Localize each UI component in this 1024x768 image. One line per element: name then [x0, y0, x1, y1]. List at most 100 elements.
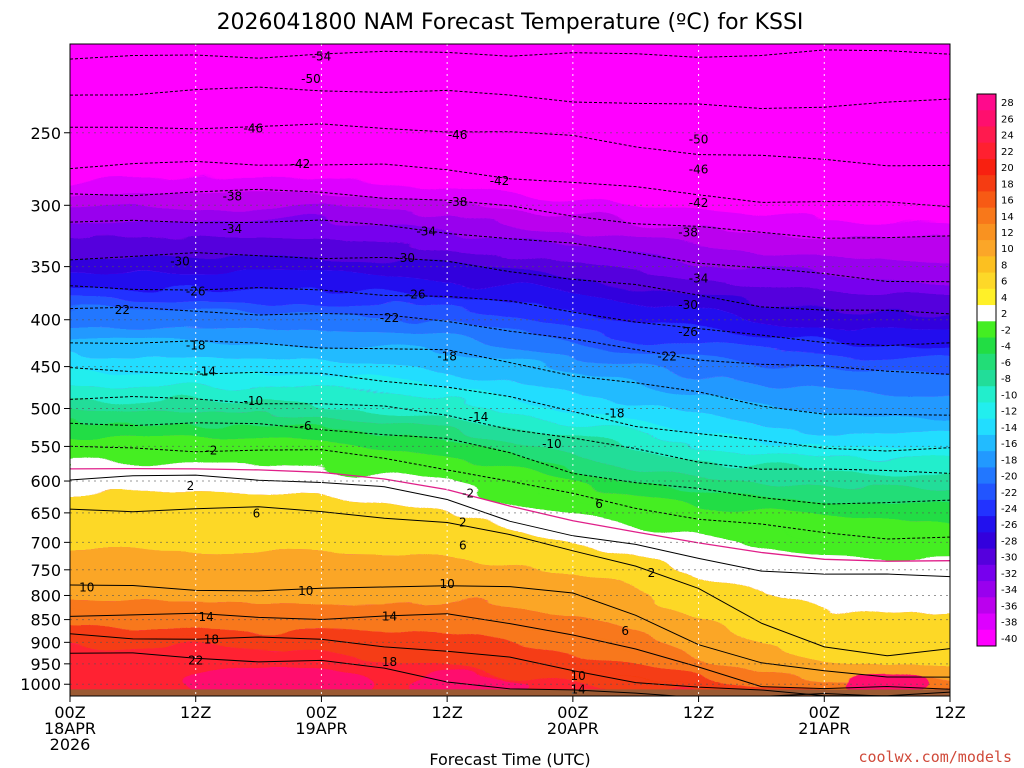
isotherm-label: -54 [312, 49, 332, 63]
isotherm-label: -30 [170, 254, 190, 268]
x-tick-label: 12Z [180, 703, 211, 722]
colorbar-swatch [977, 110, 996, 127]
y-tick-label: 350 [30, 258, 61, 277]
colorbar-swatch [977, 613, 996, 631]
isotherm-line [70, 652, 894, 696]
isotherm-label: 18 [382, 655, 397, 669]
isotherm-line [70, 340, 950, 416]
colorbar-label: -36 [1001, 601, 1017, 612]
isotherm-line [70, 367, 950, 452]
temperature-band [70, 126, 950, 186]
isotherm-line [70, 188, 950, 239]
x-tick-label: 00Z [54, 703, 85, 722]
isotherm-label: -34 [416, 224, 436, 238]
colorbar-swatch [977, 142, 996, 160]
isotherm-label: -50 [689, 133, 709, 147]
isotherm-line [70, 584, 950, 678]
isotherm-label: -22 [380, 311, 400, 325]
y-tick-label: 850 [30, 611, 61, 630]
isotherm-label: 22 [115, 303, 130, 317]
colorbar-label: -24 [1001, 504, 1017, 515]
credit-text: coolwx.com/models [858, 748, 1012, 766]
isotherm-label: -14 [196, 364, 216, 378]
x-axis-label: Forecast Time (UTC) [429, 750, 590, 768]
colorbar-swatch [977, 581, 996, 598]
isotherm-label: -42 [490, 174, 510, 188]
colorbar-label: 6 [1001, 277, 1007, 288]
colorbar-swatch [977, 434, 996, 452]
y-tick-label: 250 [30, 124, 61, 143]
colorbar-swatch [977, 337, 996, 355]
colorbar-label: -30 [1001, 553, 1017, 564]
isotherm-label: 10 [570, 669, 585, 683]
isotherm-label: -46 [448, 128, 468, 142]
temperature-field [70, 44, 950, 696]
colorbar-swatch [977, 240, 996, 257]
isotherm-label: -2 [205, 444, 217, 458]
y-tick-label: 1000 [20, 675, 61, 694]
y-tick-label: 450 [30, 358, 61, 377]
isotherm-label: -26 [406, 288, 426, 302]
colorbar-label: -22 [1001, 488, 1017, 499]
isotherm-line [70, 445, 950, 540]
isotherm-label: -50 [301, 72, 321, 86]
isotherm-label: -26 [678, 325, 698, 339]
colorbar-label: 14 [1001, 212, 1014, 223]
isotherm-line [70, 612, 950, 690]
x-tick-label: 00Z [557, 703, 588, 722]
colorbar-label: -40 [1001, 634, 1017, 645]
isotherm-label: -22 [657, 349, 677, 363]
colorbar-swatch [977, 516, 996, 533]
isotherm-label: -18 [605, 407, 625, 421]
isotherm-line [70, 123, 950, 167]
x-tick-label: 18APR [44, 719, 96, 738]
x-tick-label: 12Z [683, 703, 714, 722]
chart-title: 2026041800 NAM Forecast Temperature (ºC)… [217, 10, 804, 35]
isotherm-label: -38 [678, 226, 698, 240]
y-tick-label: 700 [30, 533, 61, 552]
colorbar-swatch [977, 126, 996, 144]
colorbar-label: 20 [1001, 163, 1014, 174]
isotherm-label: -34 [689, 271, 709, 285]
x-tick-label: 12Z [934, 703, 965, 722]
y-tick-label: 750 [30, 561, 61, 580]
temperature-band [70, 287, 950, 359]
colorbar-label: 22 [1001, 147, 1014, 158]
isotherm-label: -34 [223, 222, 243, 236]
colorbar-swatch [977, 370, 996, 387]
x-tick-label: 2026 [50, 735, 91, 754]
temperature-band [70, 477, 950, 618]
colorbar-swatch [977, 386, 996, 403]
colorbar-swatch [977, 272, 996, 290]
colorbar-label: -12 [1001, 407, 1017, 418]
temperature-band [70, 191, 950, 260]
temperature-band [70, 583, 950, 683]
colorbar-label: -2 [1001, 325, 1011, 336]
isotherm-label: 14 [382, 609, 397, 623]
isotherm-label: -38 [448, 195, 468, 209]
isotherm-labels: -54-50-46 -46 -50-42-42-46-38 -38 -42-34 -34-… [79, 49, 709, 696]
colorbar-swatch [977, 418, 996, 436]
colorbar-label: 4 [1001, 293, 1007, 304]
colorbar-swatch [977, 597, 996, 615]
y-tick-label: 300 [30, 196, 61, 215]
isotherm-line [70, 306, 950, 375]
colorbar-swatch [977, 467, 996, 485]
isotherm-label: 2 [187, 479, 195, 493]
colorbar-swatch [977, 564, 996, 582]
colorbar: 28 26 24 22 20 18 16 14 12 10 8 6 4 2 -2 -4 -6 -8 -10 -12 -1… [976, 93, 1017, 647]
colorbar-label: -4 [1001, 342, 1011, 353]
isotherm-label: -10 [244, 394, 264, 408]
colorbar-swatch [977, 629, 996, 647]
colorbar-swatch [977, 94, 996, 111]
y-tick-label: 600 [30, 472, 61, 491]
isotherm-label: -30 [678, 298, 698, 312]
colorbar-label: 10 [1001, 244, 1014, 255]
x-tick-label: 12Z [431, 703, 462, 722]
isotherm-label: 6 [459, 539, 467, 553]
freezing-line [70, 467, 950, 562]
isotherm-label: -30 [395, 251, 415, 265]
colorbar-swatch [977, 223, 996, 241]
